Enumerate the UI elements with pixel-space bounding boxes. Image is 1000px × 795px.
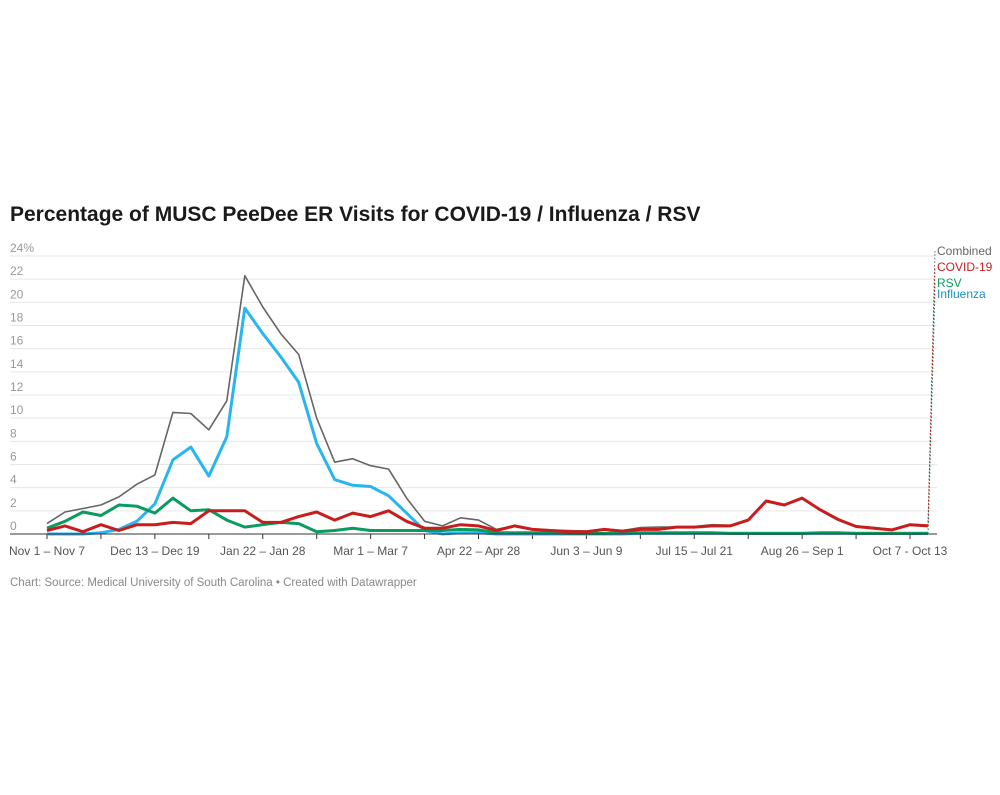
- x-tick-label: Aug 26 – Sep 1: [761, 544, 844, 558]
- series-label: Combined: [937, 244, 992, 258]
- y-tick-label: 10: [10, 403, 24, 417]
- y-tick-label: 0: [10, 519, 17, 533]
- series-label: COVID-19: [937, 260, 993, 274]
- x-tick-label: Jan 22 – Jan 28: [220, 544, 306, 558]
- x-tick-label: Nov 1 – Nov 7: [9, 544, 85, 558]
- series-line-combined: [46, 274, 929, 532]
- x-tick-label: Dec 13 – Dec 19: [110, 544, 200, 558]
- y-tick-label: 20: [10, 287, 24, 301]
- series-label: Influenza: [937, 287, 986, 301]
- x-tick-label: Apr 22 – Apr 28: [437, 544, 521, 558]
- series-line-covid-19: [46, 496, 929, 534]
- series-label: RSV: [937, 276, 962, 290]
- x-tick-label: Jul 15 – Jul 21: [656, 544, 734, 558]
- label-connector: [927, 266, 936, 526]
- x-tick-label: Jun 3 – Jun 9: [550, 544, 622, 558]
- y-tick-label: 22: [10, 264, 24, 278]
- x-tick-label: Mar 1 – Mar 7: [333, 544, 408, 558]
- y-tick-label: 6: [10, 450, 17, 464]
- y-tick-label: 2: [10, 496, 17, 510]
- y-tick-label: 16: [10, 334, 24, 348]
- line-chart: 0 2 4 6 8 10 12 14 16 18 20 22 24% Nov 1 – Nov 7 Dec 1…: [9, 241, 993, 558]
- series-line-rsv: [46, 496, 928, 535]
- chart-title: Percentage of MUSC PeeDee ER Visits for …: [10, 203, 701, 226]
- y-tick-label: 18: [10, 311, 24, 325]
- x-tick-label: Oct 7 - Oct 13: [873, 544, 948, 558]
- chart-footer: Chart: Source: Medical University of Sou…: [10, 577, 417, 589]
- y-tick-label: 4: [10, 473, 17, 487]
- y-tick-label: 12: [10, 380, 24, 394]
- y-tick-label: 24%: [10, 241, 34, 255]
- y-tick-label: 14: [10, 357, 24, 371]
- y-tick-label: 8: [10, 426, 17, 440]
